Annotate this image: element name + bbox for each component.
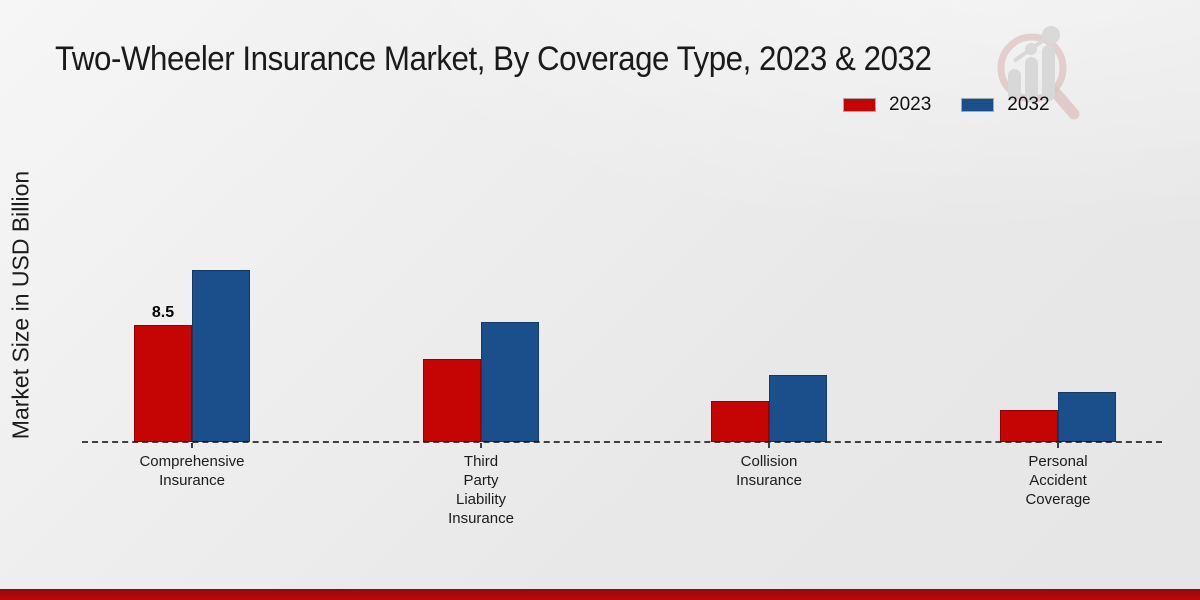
chart-title: Two-Wheeler Insurance Market, By Coverag… [55,40,932,78]
x-axis-tick [480,443,482,448]
y-axis-label: Market Size in USD Billion [7,170,34,440]
x-axis-tick [191,443,193,448]
bar-2032-personal-accident-coverage [1058,392,1116,442]
bar-2032-collision-insurance [769,375,827,442]
bar-2032-comprehensive-insurance [192,270,250,442]
x-axis-baseline [82,441,1162,443]
bar-2023-personal-accident-coverage [1000,410,1058,442]
legend-swatch-2023 [843,97,876,112]
legend-item-2032: 2032 [961,94,1050,115]
legend: 2023 2032 [843,95,1050,114]
plot-area [85,0,1162,442]
category-label-collision-insurance: Collision Insurance [736,453,802,489]
legend-label: 2023 [889,94,932,115]
x-axis-tick [1057,443,1059,448]
category-label-personal-accident-coverage: Personal Accident Coverage [1025,453,1091,508]
category-label-comprehensive-insurance: Comprehensive Insurance [139,453,245,489]
bar-2032-third-party-liability-insurance [481,322,539,442]
legend-swatch-2032 [961,97,995,112]
value-label-2023-comprehensive-insurance: 8.5 [151,304,175,321]
bar-2023-third-party-liability-insurance [423,359,481,442]
bar-2023-collision-insurance [711,401,769,442]
legend-label: 2032 [1007,94,1050,115]
legend-item-2023: 2023 [843,95,931,114]
category-label-third-party-liability-insurance: Third Party Liability Insurance [448,453,514,527]
x-axis-tick [768,443,770,448]
footer-accent-band [0,589,1200,600]
bar-2023-comprehensive-insurance [134,325,192,442]
magnifier-bar-chart-logo-icon [997,26,1080,120]
